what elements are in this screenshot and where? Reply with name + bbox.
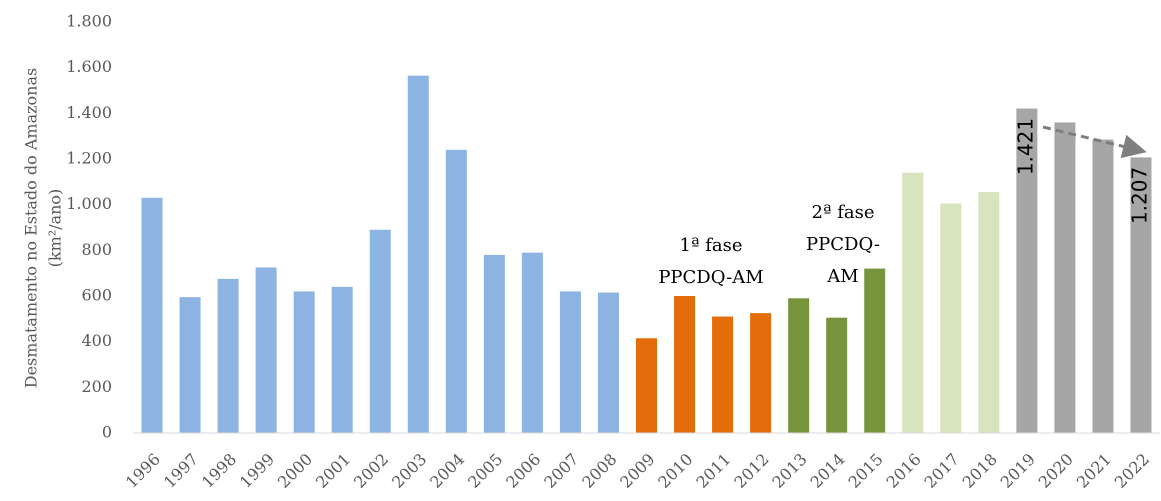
y-tick-label: 1.000 xyxy=(66,194,112,213)
x-tick-label: 2021 xyxy=(1073,450,1115,492)
bar xyxy=(1092,139,1114,433)
y-tick-label: 600 xyxy=(81,286,112,305)
x-tick-label: 2003 xyxy=(388,450,430,492)
bar xyxy=(1054,122,1076,433)
data-label: 1.421 xyxy=(1013,118,1037,175)
y-tick-label: 1.800 xyxy=(66,12,112,31)
x-tick-label: 2002 xyxy=(350,450,392,492)
bar xyxy=(369,229,391,433)
data-label: 1.207 xyxy=(1127,167,1151,224)
bar xyxy=(636,338,657,433)
x-tick-label: 2011 xyxy=(692,450,734,492)
x-tick-label: 2013 xyxy=(768,450,810,492)
bar xyxy=(521,252,543,433)
x-tick-label: 2017 xyxy=(921,450,963,492)
y-tick-label: 0 xyxy=(102,423,112,442)
x-tick-label: 2001 xyxy=(312,450,354,492)
x-tick-label: 2007 xyxy=(540,450,582,492)
x-tick-label: 2006 xyxy=(502,450,544,492)
x-tick-label: 1996 xyxy=(122,450,164,492)
y-axis-title: (km²/ano) xyxy=(46,189,65,268)
bar xyxy=(674,296,696,433)
bar xyxy=(597,292,619,433)
bar xyxy=(293,291,315,433)
x-tick-label: 2009 xyxy=(616,450,658,492)
x-tick-label: 1997 xyxy=(160,450,202,492)
x-tick-label: 2000 xyxy=(274,450,316,492)
bar xyxy=(1016,108,1038,433)
bar xyxy=(864,268,886,433)
x-tick-label: 2008 xyxy=(578,450,620,492)
y-tick-label: 1.600 xyxy=(66,57,112,76)
x-tick-label: 2018 xyxy=(959,450,1001,492)
bar xyxy=(407,75,429,434)
bar xyxy=(712,316,734,433)
bar xyxy=(141,197,163,433)
x-tick-label: 2004 xyxy=(426,450,468,492)
bar xyxy=(255,267,277,433)
bar xyxy=(1130,157,1152,433)
annotation: PPCDQ- xyxy=(806,234,880,255)
x-tick-label: 1998 xyxy=(198,450,240,492)
bar xyxy=(788,298,810,433)
bar xyxy=(483,254,505,433)
bar xyxy=(750,313,772,433)
bar xyxy=(940,203,962,433)
annotation: AM xyxy=(826,266,858,287)
bar xyxy=(331,286,353,433)
x-tick-label: 2016 xyxy=(883,450,925,492)
x-tick-label: 2019 xyxy=(997,450,1039,492)
trend-arrow xyxy=(1042,125,1147,159)
bar xyxy=(445,149,467,433)
x-tick-label: 2020 xyxy=(1035,450,1077,492)
bar xyxy=(902,172,924,433)
x-tick-label: 2012 xyxy=(730,450,772,492)
y-tick-label: 200 xyxy=(81,377,112,396)
x-tick-label: 2010 xyxy=(654,450,696,492)
y-tick-label: 1.400 xyxy=(66,103,112,122)
x-tick-label: 2005 xyxy=(464,450,506,492)
y-tick-label: 800 xyxy=(81,240,112,259)
y-tick-label: 1.200 xyxy=(66,149,112,168)
bar xyxy=(179,297,201,433)
annotation: 2ª fase xyxy=(811,202,874,223)
y-tick-label: 400 xyxy=(81,331,112,350)
x-tick-label: 1999 xyxy=(236,450,278,492)
annotation: PPCDQ-AM xyxy=(658,267,763,288)
x-tick-label: 2015 xyxy=(845,450,887,492)
bar xyxy=(978,192,1000,433)
x-tick-label: 2022 xyxy=(1111,450,1153,492)
y-axis-title: Desmatamento no Estado do Amazonas xyxy=(22,68,41,388)
bar xyxy=(559,291,581,433)
annotation: 1ª fase xyxy=(679,235,742,256)
bar xyxy=(217,278,239,433)
x-tick-label: 2014 xyxy=(806,450,848,492)
bar xyxy=(826,317,848,433)
